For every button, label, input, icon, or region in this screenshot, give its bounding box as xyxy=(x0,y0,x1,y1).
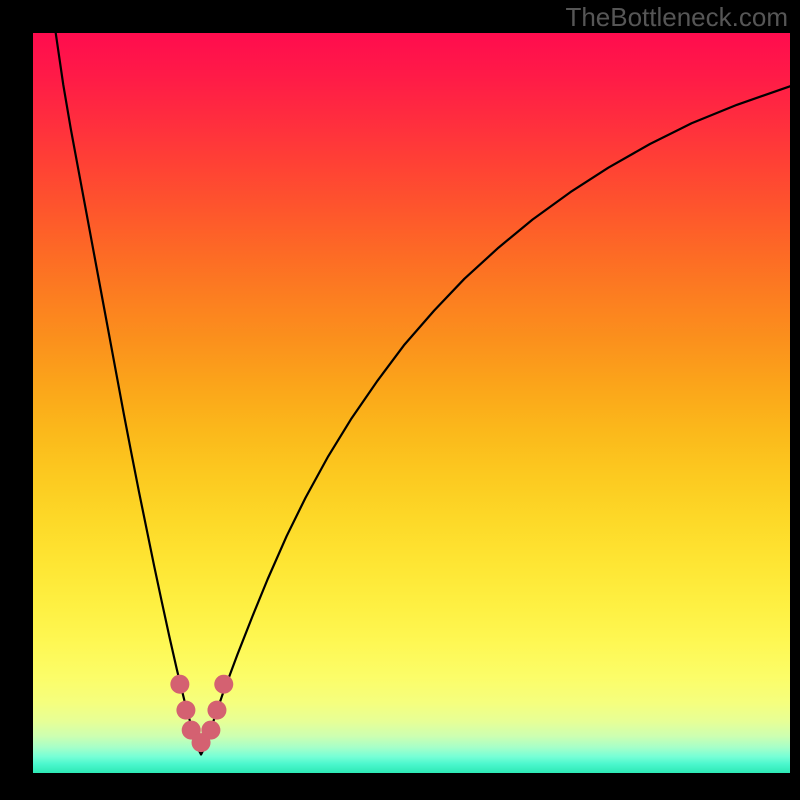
chart-background xyxy=(33,33,790,773)
watermark-text: TheBottleneck.com xyxy=(565,2,788,33)
curve-marker xyxy=(201,721,220,740)
chart-svg xyxy=(33,33,790,773)
curve-marker xyxy=(176,701,195,720)
curve-marker xyxy=(207,701,226,720)
curve-marker xyxy=(214,675,233,694)
bottleneck-chart xyxy=(33,33,790,773)
curve-marker xyxy=(170,675,189,694)
